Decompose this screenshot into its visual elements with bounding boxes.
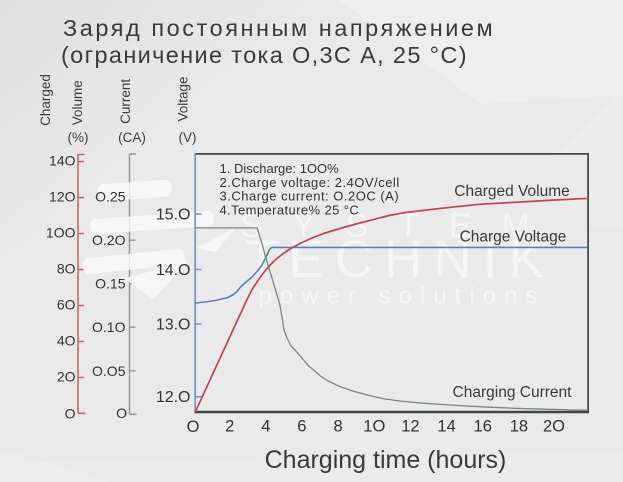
svg-text:8: 8 [334,418,343,436]
svg-text:14O: 14O [49,152,76,168]
svg-text:8O: 8O [57,260,76,276]
svg-text:2: 2 [225,418,234,436]
svg-text:O.O5: O.O5 [92,363,126,379]
svg-text:1OO: 1OO [46,224,76,240]
svg-text:O.2O: O.2O [92,232,126,248]
svg-text:O: O [187,418,200,436]
svg-text:16: 16 [474,418,492,436]
svg-text:14.O: 14.O [156,262,191,279]
svg-text:3.Charge current: O.2OC (A): 3.Charge current: O.2OC (A) [220,189,400,204]
svg-text:O.1O: O.1O [92,319,126,335]
svg-text:Voltage: Voltage [176,76,191,121]
svg-text:power solutions: power solutions [259,283,546,310]
svg-text:O.25: O.25 [95,189,126,205]
svg-text:1O: 1O [363,418,385,436]
svg-text:Заряд постоянным напряжением: Заряд постоянным напряжением [63,15,495,41]
svg-text:12.O: 12.O [156,389,191,406]
svg-text:6O: 6O [57,296,76,312]
svg-text:2O: 2O [543,418,565,436]
svg-text:6: 6 [297,418,306,436]
svg-text:O: O [116,405,127,421]
svg-text:(%): (%) [68,130,89,145]
svg-text:13.O: 13.O [156,317,191,334]
svg-text:18: 18 [510,418,528,436]
svg-text:SYSTEM: SYSTEM [240,207,560,245]
svg-text:4O: 4O [57,332,76,348]
svg-text:14: 14 [437,418,455,436]
svg-text:Charged Volume: Charged Volume [454,183,569,200]
svg-text:Charged: Charged [38,74,53,126]
svg-text:12O: 12O [49,188,76,204]
svg-text:4.Temperature% 25 °C: 4.Temperature% 25 °C [220,202,360,217]
svg-text:Volume: Volume [70,80,85,125]
svg-text:Current: Current [118,79,133,124]
svg-text:12: 12 [401,418,419,436]
svg-text:Charging Current: Charging Current [453,384,573,401]
svg-text:(ограничение тока О,3С А, 25 °: (ограничение тока О,3С А, 25 °C) [61,42,468,68]
svg-text:(V): (V) [179,130,197,145]
svg-text:Charging time (hours): Charging time (hours) [265,446,507,474]
svg-text:O.15: O.15 [95,276,126,292]
svg-text:4: 4 [261,418,270,436]
svg-text:TECHNIK: TECHNIK [245,230,555,289]
svg-text:O: O [65,406,76,422]
svg-text:2.Charge voltage: 2.4OV/cell: 2.Charge voltage: 2.4OV/cell [220,175,400,190]
svg-text:(CA): (CA) [118,130,146,145]
svg-text:2O: 2O [57,368,76,384]
svg-text:1. Discharge: 1OO%: 1. Discharge: 1OO% [220,161,340,176]
svg-text:15.O: 15.O [156,207,191,224]
svg-text:Charge Voltage: Charge Voltage [460,229,567,246]
